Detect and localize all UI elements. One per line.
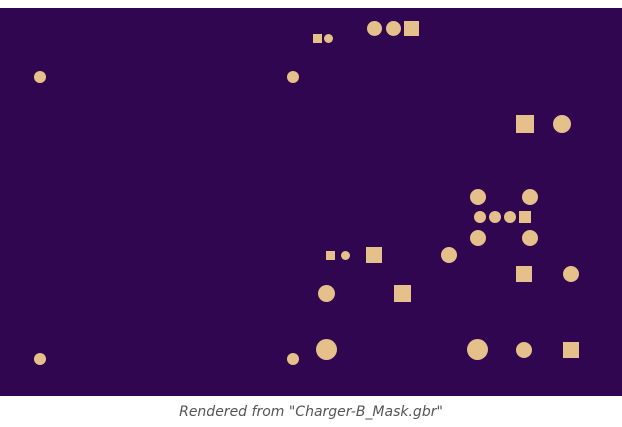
round-pad	[489, 211, 501, 223]
square-pad	[404, 21, 419, 36]
square-pad	[366, 247, 382, 263]
mounting-hole-bottom-left	[34, 353, 46, 365]
mounting-hole-top-left	[34, 71, 46, 83]
round-pad	[474, 211, 486, 223]
square-pad	[519, 211, 531, 223]
image-caption: Rendered from "Charger-B_Mask.gbr"	[179, 404, 443, 420]
square-pad	[516, 266, 532, 282]
round-pad	[316, 339, 337, 360]
square-pad	[394, 285, 411, 302]
square-pad	[516, 115, 534, 133]
round-pad	[367, 21, 382, 36]
square-pad	[326, 251, 335, 260]
round-pad	[318, 285, 335, 302]
mounting-hole-bottom-center	[287, 353, 299, 365]
round-pad	[553, 115, 571, 133]
round-pad	[504, 211, 516, 223]
round-pad	[341, 251, 350, 260]
round-pad	[467, 339, 488, 360]
gerber-mask-render	[0, 8, 622, 396]
round-pad	[522, 230, 538, 246]
round-pad	[386, 21, 401, 36]
square-pad	[563, 342, 579, 358]
square-pad	[313, 34, 322, 43]
round-pad	[470, 189, 486, 205]
round-pad	[324, 34, 333, 43]
round-pad	[563, 266, 579, 282]
round-pad	[470, 230, 486, 246]
mounting-hole-top-center	[287, 71, 299, 83]
round-pad	[516, 342, 532, 358]
round-pad	[522, 189, 538, 205]
round-pad	[441, 247, 457, 263]
